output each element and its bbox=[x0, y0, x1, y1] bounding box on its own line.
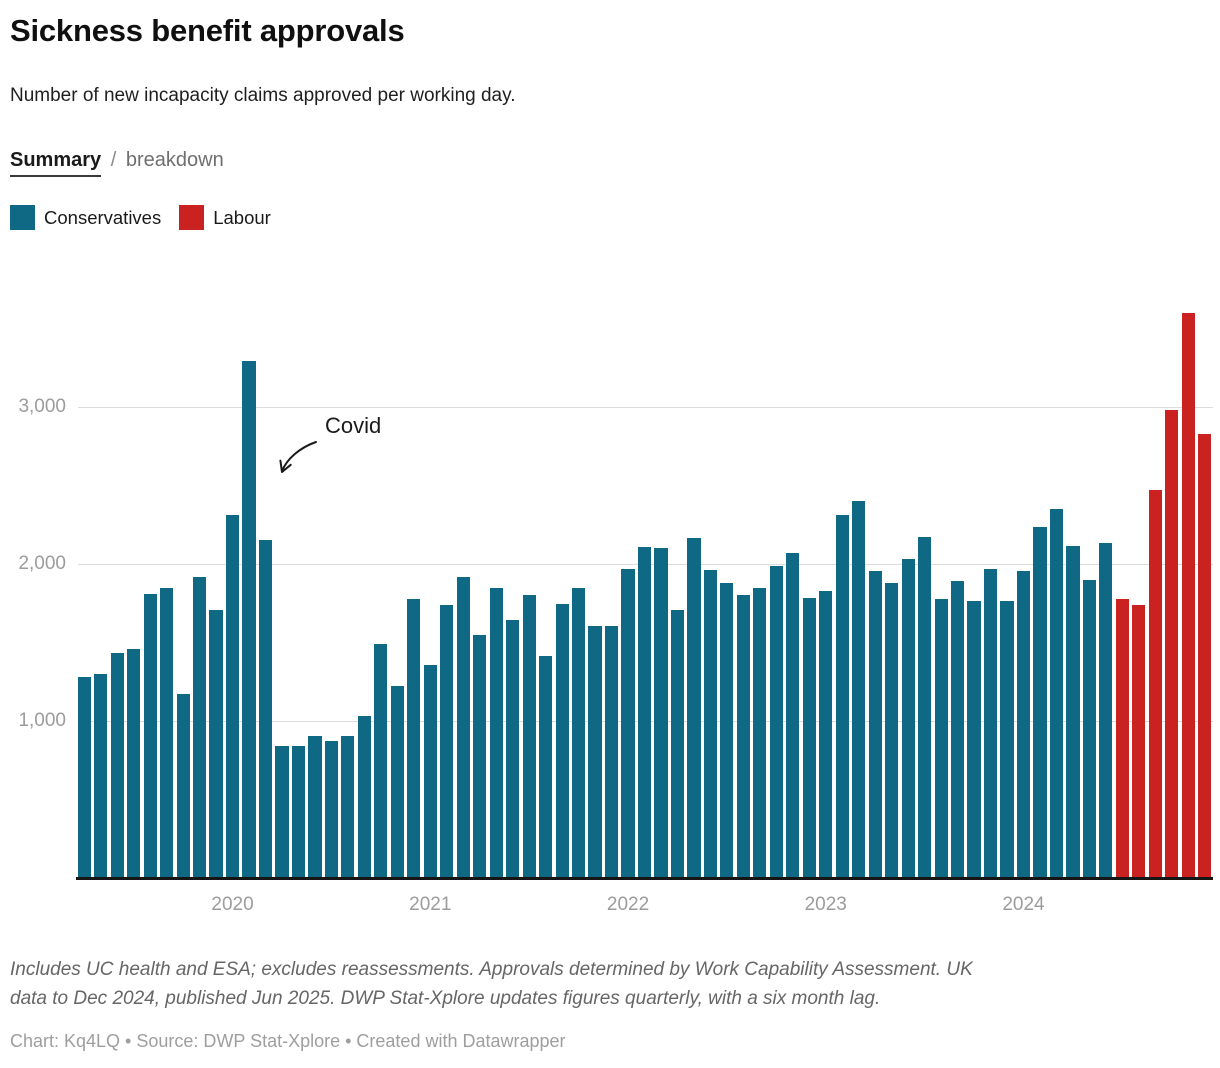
bar-apr-2022[interactable] bbox=[670, 609, 685, 878]
bar-nov-2021[interactable] bbox=[588, 626, 602, 878]
legend-swatch bbox=[179, 205, 205, 230]
bar-oct-2024[interactable] bbox=[1165, 410, 1179, 878]
bar-dec-2019[interactable] bbox=[209, 609, 223, 878]
bar-sep-2020[interactable] bbox=[357, 716, 371, 878]
bar-may-2023[interactable] bbox=[885, 582, 899, 878]
legend-item-labour: Labour bbox=[179, 205, 271, 230]
bar-jan-2022[interactable] bbox=[621, 569, 635, 878]
bar-feb-2021[interactable] bbox=[440, 604, 454, 878]
bar-aug-2019[interactable] bbox=[143, 593, 157, 878]
bar-sep-2022[interactable] bbox=[753, 587, 767, 878]
bar-jul-2021[interactable] bbox=[522, 595, 536, 878]
bar-jun-2020[interactable] bbox=[308, 735, 322, 878]
bar-apr-2021[interactable] bbox=[473, 635, 487, 878]
bar-nov-2019[interactable] bbox=[192, 576, 207, 878]
x-axis-label-2022: 2022 bbox=[606, 894, 650, 915]
x-axis-label-2023: 2023 bbox=[804, 894, 847, 915]
bar-oct-2020[interactable] bbox=[374, 644, 388, 878]
bar-apr-2024[interactable] bbox=[1066, 545, 1080, 878]
bar-may-2021[interactable] bbox=[489, 587, 503, 878]
legend-swatch bbox=[10, 205, 35, 230]
bar-mar-2021[interactable] bbox=[456, 576, 470, 878]
bar-oct-2022[interactable] bbox=[769, 566, 783, 878]
bar-nov-2020[interactable] bbox=[390, 685, 404, 878]
bar-feb-2024[interactable] bbox=[1033, 527, 1047, 878]
bar-jun-2024[interactable] bbox=[1099, 542, 1113, 878]
bar-jan-2023[interactable] bbox=[819, 591, 833, 878]
covid-annotation-label: Covid bbox=[325, 413, 382, 438]
bar-may-2019[interactable] bbox=[94, 673, 108, 878]
x-axis-label-2021: 2021 bbox=[409, 894, 452, 915]
bar-nov-2022[interactable] bbox=[786, 553, 800, 878]
toggle-breakdown[interactable]: breakdown bbox=[125, 149, 224, 171]
page-title: Sickness benefit approvals bbox=[10, 13, 405, 48]
bar-dec-2020[interactable] bbox=[407, 598, 421, 878]
x-axis-label-2020: 2020 bbox=[211, 894, 254, 915]
bar-mar-2022[interactable] bbox=[654, 547, 668, 878]
bar-sep-2024[interactable] bbox=[1148, 490, 1162, 878]
bar-aug-2024[interactable] bbox=[1132, 604, 1146, 878]
bar-may-2022[interactable] bbox=[687, 538, 701, 878]
bar-mar-2023[interactable] bbox=[852, 501, 866, 878]
bar-jan-2020[interactable] bbox=[225, 515, 240, 878]
bar-may-2024[interactable] bbox=[1082, 579, 1096, 878]
bar-aug-2022[interactable] bbox=[736, 594, 750, 878]
toggle-summary[interactable]: Summary bbox=[10, 149, 102, 177]
bar-jun-2021[interactable] bbox=[506, 619, 520, 878]
y-axis-label-2000: 2,000 bbox=[18, 553, 66, 574]
bar-oct-2019[interactable] bbox=[176, 694, 190, 878]
chart-notes: Includes UC health and ESA; excludes rea… bbox=[10, 959, 973, 1010]
bar-sep-2019[interactable] bbox=[160, 588, 174, 878]
bar-jan-2024[interactable] bbox=[1016, 571, 1031, 878]
bar-jan-2021[interactable] bbox=[423, 665, 437, 878]
bar-feb-2022[interactable] bbox=[637, 546, 652, 878]
bar-mar-2020[interactable] bbox=[258, 540, 273, 878]
x-axis-label-2024: 2024 bbox=[1002, 894, 1045, 915]
bar-apr-2019[interactable] bbox=[77, 677, 91, 878]
bar-sep-2021[interactable] bbox=[555, 604, 569, 878]
bar-jul-2022[interactable] bbox=[720, 582, 734, 878]
bar-nov-2023[interactable] bbox=[983, 568, 998, 878]
bar-jul-2024[interactable] bbox=[1115, 598, 1129, 878]
bar-apr-2020[interactable] bbox=[275, 746, 289, 878]
bar-oct-2023[interactable] bbox=[967, 600, 981, 878]
chart-byline: Chart: Kq4LQ • Source: DWP Stat-Xplore •… bbox=[10, 1031, 566, 1051]
bar-aug-2021[interactable] bbox=[539, 655, 553, 878]
legend-item-conservatives: Conservatives bbox=[10, 205, 161, 230]
bar-dec-2021[interactable] bbox=[604, 626, 619, 878]
bar-dec-2023[interactable] bbox=[1000, 600, 1014, 878]
toggle-separator: / bbox=[110, 149, 117, 171]
bar-jun-2022[interactable] bbox=[703, 570, 717, 878]
bar-feb-2023[interactable] bbox=[835, 515, 849, 878]
bar-jun-2019[interactable] bbox=[110, 653, 124, 878]
bar-nov-2024[interactable] bbox=[1181, 312, 1195, 878]
bar-apr-2023[interactable] bbox=[868, 571, 882, 878]
bar-aug-2023[interactable] bbox=[934, 598, 948, 878]
y-axis-label-1000: 1,000 bbox=[18, 710, 66, 731]
bar-dec-2022[interactable] bbox=[802, 597, 816, 878]
chart-subtitle: Number of new incapacity claims approved… bbox=[10, 85, 516, 106]
bar-mar-2024[interactable] bbox=[1049, 509, 1064, 878]
bar-oct-2021[interactable] bbox=[571, 587, 586, 878]
view-toggle: Summary / breakdown bbox=[10, 149, 224, 177]
bar-dec-2024[interactable] bbox=[1198, 433, 1212, 878]
bar-feb-2020[interactable] bbox=[242, 361, 256, 878]
bar-jul-2019[interactable] bbox=[127, 648, 141, 878]
bar-jun-2023[interactable] bbox=[901, 558, 915, 878]
bar-jul-2023[interactable] bbox=[918, 536, 932, 878]
legend-label: Labour bbox=[213, 206, 271, 228]
y-axis-label-3000: 3,000 bbox=[18, 396, 66, 417]
bar-may-2020[interactable] bbox=[291, 746, 306, 878]
bar-aug-2020[interactable] bbox=[341, 735, 355, 878]
bar-jul-2020[interactable] bbox=[324, 741, 338, 878]
bar-sep-2023[interactable] bbox=[950, 581, 965, 878]
legend: Conservatives Labour bbox=[10, 205, 271, 230]
legend-label: Conservatives bbox=[44, 206, 162, 228]
